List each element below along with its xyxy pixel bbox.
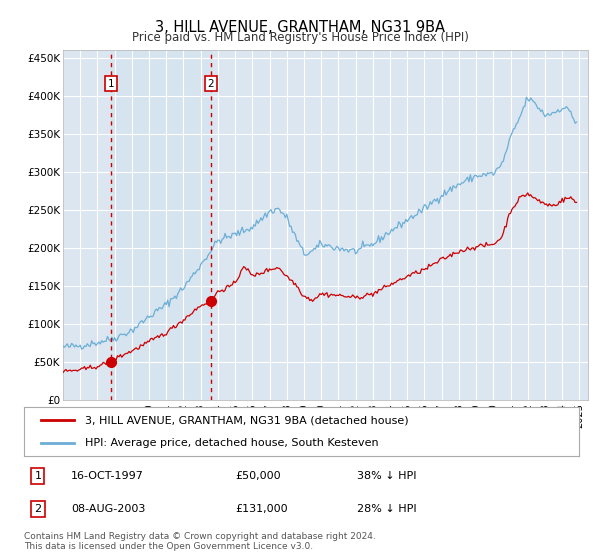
Text: Contains HM Land Registry data © Crown copyright and database right 2024.
This d: Contains HM Land Registry data © Crown c… — [24, 532, 376, 552]
Text: £50,000: £50,000 — [235, 471, 281, 481]
Text: 38% ↓ HPI: 38% ↓ HPI — [357, 471, 416, 481]
Text: HPI: Average price, detached house, South Kesteven: HPI: Average price, detached house, Sout… — [85, 438, 379, 448]
Text: 2: 2 — [208, 78, 214, 88]
Text: 16-OCT-1997: 16-OCT-1997 — [71, 471, 144, 481]
Text: 3, HILL AVENUE, GRANTHAM, NG31 9BA: 3, HILL AVENUE, GRANTHAM, NG31 9BA — [155, 20, 445, 35]
Text: Price paid vs. HM Land Registry's House Price Index (HPI): Price paid vs. HM Land Registry's House … — [131, 31, 469, 44]
Text: 08-AUG-2003: 08-AUG-2003 — [71, 504, 146, 514]
Text: 28% ↓ HPI: 28% ↓ HPI — [357, 504, 416, 514]
Text: 1: 1 — [34, 471, 41, 481]
Text: 1: 1 — [108, 78, 115, 88]
Bar — [111, 50, 211, 400]
Text: 3, HILL AVENUE, GRANTHAM, NG31 9BA (detached house): 3, HILL AVENUE, GRANTHAM, NG31 9BA (deta… — [85, 416, 409, 426]
Text: 2: 2 — [34, 504, 41, 514]
Text: £131,000: £131,000 — [235, 504, 287, 514]
